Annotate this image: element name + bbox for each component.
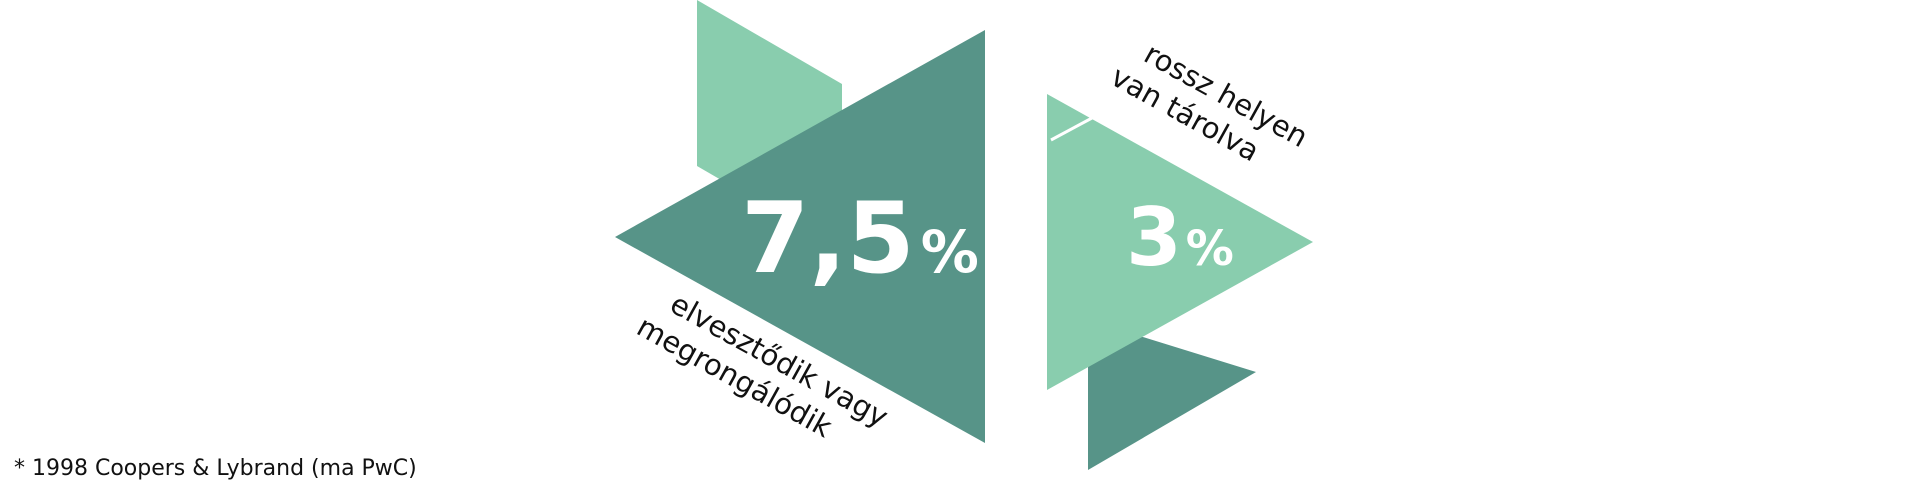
back-shape-right <box>1088 320 1256 470</box>
triangle-right <box>1047 94 1313 390</box>
triangle-left <box>615 30 985 443</box>
stat-value-right: 3% <box>1126 191 1234 284</box>
source-footnote: * 1998 Coopers & Lybrand (ma PwC) <box>14 456 417 481</box>
accent-line <box>1050 116 1093 142</box>
stat-value-left: 7,5% <box>741 182 979 296</box>
